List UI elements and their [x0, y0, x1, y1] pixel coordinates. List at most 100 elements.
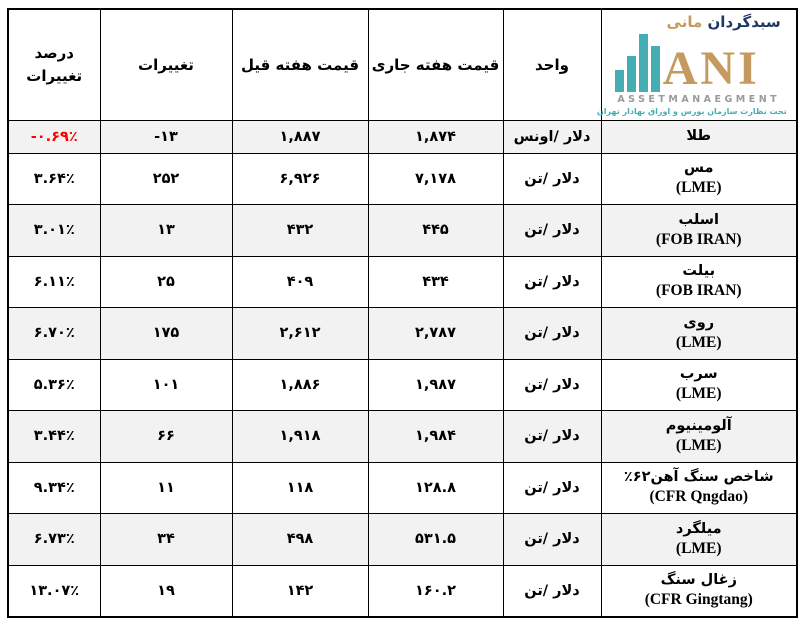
change-value: ۱۰۱: [152, 376, 180, 393]
unit-cell: دلار /تن: [502, 358, 602, 411]
change-value: -۱۳: [154, 128, 178, 145]
current-week-price-cell: ۴۳۴: [367, 255, 504, 308]
commodity-market-code: (LME): [675, 539, 722, 557]
header-percent-change: درصد تغییرات: [7, 8, 101, 121]
header-row: سبدگردان مانی ANI ASSETMANAEGMENT تحت نظ…: [7, 8, 798, 121]
percent-change-cell: ۳.۶۴٪: [7, 152, 101, 205]
table-row-gold: طلا دلار /اونس ۱,۸۷۴ ۱,۸۸۷ -۱۳ -۰.۶۹٪: [7, 119, 798, 154]
commodity-name: میلگرد: [675, 520, 722, 537]
unit-cell: دلار /تن: [502, 152, 602, 205]
commodity-name: مس: [684, 160, 714, 177]
commodity-market-code: (LME): [675, 179, 722, 197]
previous-week-price-cell: ۴۹۸: [231, 513, 369, 566]
previous-week-price-value: ۱,۸۸۷: [279, 128, 321, 145]
header-change: تغییرات: [99, 8, 233, 121]
change-value: ۲۵۲: [152, 170, 180, 187]
change-value: ۳۴: [157, 531, 175, 548]
commodity-name: زغال سنگ: [660, 572, 737, 588]
unit-cell: دلار /تن: [502, 410, 602, 463]
table-row-lead: سرب (LME) دلار /تن ۱,۹۸۷ ۱,۸۸۶ ۱۰۱ ۵.۳۶٪: [7, 358, 798, 411]
current-week-price-cell: ۲,۷۸۷: [367, 307, 504, 360]
commodity-cell: مس (LME): [600, 152, 798, 205]
logo-monogram: ANI: [662, 42, 760, 96]
table-row-zinc: روی (LME) دلار /تن ۲,۷۸۷ ۲,۶۱۲ ۱۷۵ ۶.۷۰٪: [7, 307, 798, 360]
previous-week-price-cell: ۱,۸۸۷: [231, 119, 369, 154]
percent-change-value: ۱۳.۰۷٪: [29, 582, 80, 599]
percent-change-value: ۶.۱۱٪: [33, 273, 75, 290]
change-cell: ۱۷۵: [99, 307, 233, 360]
commodity-market-code: (LME): [675, 385, 722, 403]
percent-change-cell: ۳.۰۱٪: [7, 204, 101, 257]
header-unit: واحد: [502, 8, 602, 121]
commodity-market-code: (FOB IRAN): [655, 282, 742, 300]
table-row-rebar: میلگرد (LME) دلار /تن ۵۳۱.۵ ۴۹۸ ۳۴ ۶.۷۳٪: [7, 513, 798, 566]
previous-week-price-value: ۴۳۲: [286, 222, 314, 239]
commodity-market-code: (CFR Gingtang): [644, 590, 753, 608]
previous-week-price-value: ۱۱۸: [286, 479, 314, 496]
change-cell: ۲۵۲: [99, 152, 233, 205]
header-current-week-price: قیمت هفته جاری: [367, 8, 504, 121]
change-cell: ۱۱: [99, 461, 233, 514]
previous-week-price-cell: ۲,۶۱۲: [231, 307, 369, 360]
previous-week-price-cell: ۱۱۸: [231, 461, 369, 514]
commodity-cell: زغال سنگ (CFR Gingtang): [600, 564, 798, 617]
logo-header-cell: سبدگردان مانی ANI ASSETMANAEGMENT تحت نظ…: [596, 8, 798, 121]
commodity-cell: بیلت (FOB IRAN): [600, 255, 798, 308]
current-week-price-value: ۱۶۰.۲: [415, 582, 456, 599]
percent-change-cell: ۳.۴۴٪: [7, 410, 101, 463]
current-week-price-value: ۴۴۵: [422, 222, 449, 239]
previous-week-price-value: ۶,۹۲۶: [279, 170, 321, 187]
change-cell: ۱۰۱: [99, 358, 233, 411]
commodity-cell: شاخص سنگ آهن۶۲‏٪ (CFR Qngdao): [600, 461, 798, 514]
current-week-price-cell: ۱,۸۷۴: [367, 119, 504, 154]
change-cell: ۲۵: [99, 255, 233, 308]
table-header: سبدگردان مانی ANI ASSETMANAEGMENT تحت نظ…: [7, 8, 798, 121]
table-row-billet: بیلت (FOB IRAN) دلار /تن ۴۳۴ ۴۰۹ ۲۵ ۶.۱۱٪: [7, 255, 798, 308]
previous-week-price-value: ۱,۹۱۸: [279, 428, 321, 445]
table-row-iron-ore-index: شاخص سنگ آهن۶۲‏٪ (CFR Qngdao) دلار /تن ۱۲…: [7, 461, 798, 514]
table-row-copper: مس (LME) دلار /تن ۷,۱۷۸ ۶,۹۲۶ ۲۵۲ ۳.۶۴٪: [7, 152, 798, 205]
change-value: ۱۷۵: [152, 325, 180, 342]
percent-change-value: ۳.۶۴٪: [33, 170, 75, 187]
logo-tagline: تحت نظارت سازمان بورس و اوراق بهادار تهر…: [596, 106, 787, 116]
previous-week-price-value: ۴۰۹: [286, 273, 314, 290]
unit-cell: دلار /تن: [502, 255, 602, 308]
previous-week-price-value: ۱۴۲: [286, 582, 314, 599]
previous-week-price-value: ۱,۸۸۶: [279, 376, 321, 393]
commodity-name: سرب: [679, 366, 718, 383]
percent-change-value: ۳.۴۴٪: [33, 428, 75, 445]
unit-cell: دلار /تن: [502, 307, 602, 360]
unit-cell: دلار /اونس: [502, 119, 602, 154]
current-week-price-cell: ۵۳۱.۵: [367, 513, 504, 566]
current-week-price-value: ۲,۷۸۷: [415, 325, 456, 342]
change-value: ۲۵: [157, 273, 175, 290]
table-row-slab: اسلب (FOB IRAN) دلار /تن ۴۴۵ ۴۳۲ ۱۳ ۳.۰۱٪: [7, 204, 798, 257]
previous-week-price-cell: ۱۴۲: [231, 564, 369, 617]
percent-change-value: -۰.۶۹٪: [30, 128, 78, 145]
header-previous-week-price: قیمت هفته قیل: [231, 8, 369, 121]
change-cell: ۳۴: [99, 513, 233, 566]
change-value: ۱۳: [157, 222, 175, 239]
percent-change-cell: ۹.۳۴٪: [7, 461, 101, 514]
change-value: ۱۱: [157, 479, 175, 496]
commodity-cell: روی (LME): [600, 307, 798, 360]
commodity-market-code: (CFR Qngdao): [649, 488, 749, 506]
logo-brand-name: سبدگردان مانی: [611, 14, 787, 31]
previous-week-price-cell: ۶,۹۲۶: [231, 152, 369, 205]
percent-change-cell: ۵.۳۶٪: [7, 358, 101, 411]
percent-change-value: ۵.۳۶٪: [33, 376, 75, 393]
commodity-market-code: (LME): [675, 333, 722, 351]
commodity-name: آلومینیوم: [665, 417, 732, 434]
unit-cell: دلار /تن: [502, 461, 602, 514]
commodity-cell: طلا: [600, 119, 798, 154]
commodity-name: طلا: [686, 128, 712, 145]
change-value: ۶۶: [157, 428, 175, 445]
commodity-market-code: (FOB IRAN): [655, 230, 742, 248]
table-row-aluminium: آلومینیوم (LME) دلار /تن ۱,۹۸۴ ۱,۹۱۸ ۶۶ ۳…: [7, 410, 798, 463]
commodity-name: روی: [683, 314, 715, 331]
percent-change-cell: ۶.۱۱٪: [7, 255, 101, 308]
current-week-price-cell: ۱,۹۸۷: [367, 358, 504, 411]
percent-change-cell: ۶.۷۰٪: [7, 307, 101, 360]
percent-change-cell: ۱۳.۰۷٪: [7, 564, 101, 617]
commodity-cell: اسلب (FOB IRAN): [600, 204, 798, 257]
